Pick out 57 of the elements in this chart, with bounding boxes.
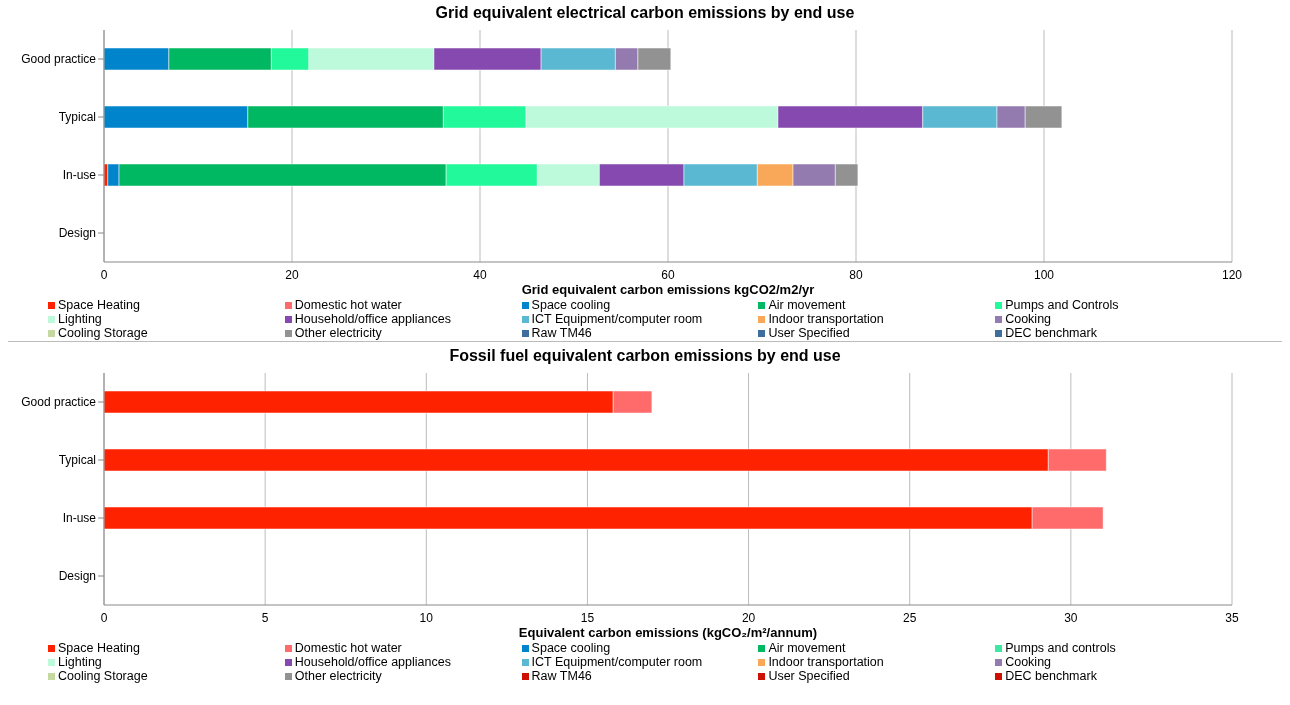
legend-label: Other electricity <box>294 326 382 340</box>
x-tick-label: 20 <box>285 267 299 282</box>
x-tick-label: 60 <box>661 267 675 282</box>
chart-title: Grid equivalent electrical carbon emissions by end use <box>435 4 855 21</box>
x-tick-label: 80 <box>849 267 863 282</box>
legend-label: Household/office appliances <box>294 312 451 326</box>
x-tick-label: 0 <box>100 267 108 282</box>
legend-label: Air movement <box>768 641 846 655</box>
legend-label: Lighting <box>58 655 102 669</box>
x-tick-label: 25 <box>903 610 917 625</box>
y-tick-label: Design <box>58 226 96 241</box>
chart-title: Fossil fuel equivalent carbon emissions by end use <box>449 347 841 364</box>
legend-label: Domestic hot water <box>294 641 402 655</box>
x-tick-label: 20 <box>741 610 756 625</box>
x-tick-label: 0 <box>100 610 108 625</box>
y-tick-label: Good practice <box>21 395 97 410</box>
legend-label: Cooking <box>1005 655 1052 669</box>
legend-label: Space Heating <box>58 298 141 312</box>
legend-label: User Specified <box>768 669 850 683</box>
legend-label: Air movement <box>768 298 846 312</box>
x-tick-label: 15 <box>580 610 595 625</box>
legend-label: Indoor transportation <box>768 655 884 669</box>
legend-label: Cooling Storage <box>58 326 148 340</box>
legend-label: Space cooling <box>531 641 611 655</box>
x-tick-label: 100 <box>1033 267 1055 282</box>
legend-label: Space cooling <box>531 298 611 312</box>
legend-label: DEC benchmark <box>1005 326 1097 340</box>
y-tick-label: Typical <box>58 453 96 468</box>
legend-label: Household/office appliances <box>294 655 451 669</box>
legend-label: Other electricity <box>294 669 382 683</box>
legend-label: Raw TM46 <box>531 326 592 340</box>
legend-label: ICT Equipment/computer room <box>531 312 703 326</box>
x-tick-label: 5 <box>261 610 269 625</box>
legend-label: Indoor transportation <box>768 312 884 326</box>
x-axis-title: Equivalent carbon emissions (kgCO₂/m²/annum) <box>518 625 818 640</box>
x-axis-title: Grid equivalent carbon emissions kgCO2/m2/yr <box>521 282 815 297</box>
legend-label: Pumps and Controls <box>1005 298 1119 312</box>
legend-label: Pumps and controls <box>1005 641 1116 655</box>
y-tick-label: Typical <box>58 110 96 125</box>
legend-label: Raw TM46 <box>531 669 592 683</box>
y-tick-label: Design <box>58 569 96 584</box>
legend-label: Lighting <box>58 312 102 326</box>
legend-label: Cooking <box>1005 312 1052 326</box>
legend-label: User Specified <box>768 326 850 340</box>
x-tick-label: 35 <box>1225 610 1239 625</box>
legend-label: Space Heating <box>58 641 141 655</box>
x-tick-label: 10 <box>419 610 434 625</box>
x-tick-label: 120 <box>1221 267 1243 282</box>
x-tick-label: 40 <box>473 267 487 282</box>
x-tick-label: 30 <box>1064 610 1078 625</box>
legend-label: Cooling Storage <box>58 669 148 683</box>
y-tick-label: Good practice <box>21 52 97 67</box>
legend-label: ICT Equipment/computer room <box>531 655 703 669</box>
y-tick-label: In-use <box>62 168 97 183</box>
legend-label: Domestic hot water <box>294 298 402 312</box>
legend-label: DEC benchmark <box>1005 669 1097 683</box>
y-tick-label: In-use <box>62 511 97 526</box>
